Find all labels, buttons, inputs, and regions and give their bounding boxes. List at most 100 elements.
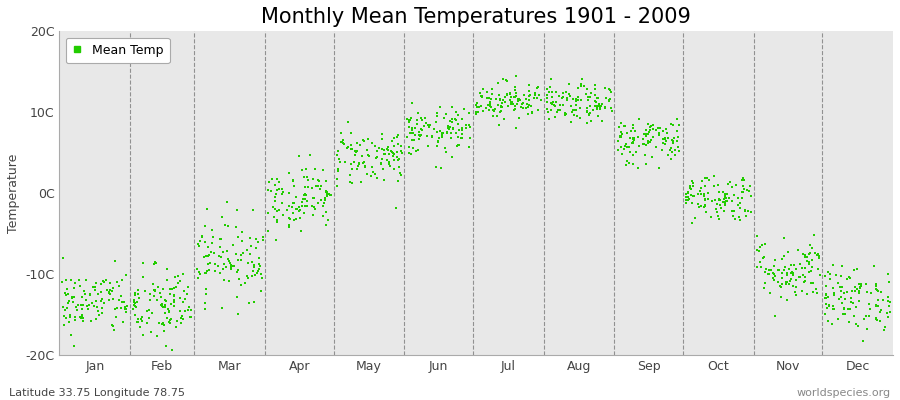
Point (584, 89, 598, 96)
Point (214, 304, 229, 311)
Point (68, 280, 82, 286)
Point (463, 135, 477, 142)
Point (798, 274, 813, 280)
Point (763, 267, 778, 273)
Point (552, 93, 566, 100)
Point (744, 193, 759, 199)
Point (743, 208, 758, 215)
Point (526, 95, 541, 102)
Point (614, 133, 628, 139)
Point (266, 204, 280, 210)
Point (649, 127, 663, 134)
Point (680, 190, 695, 196)
Point (809, 286, 824, 292)
Point (392, 164, 406, 170)
Point (238, 280, 252, 286)
Point (428, 164, 443, 170)
Point (773, 284, 788, 290)
Point (319, 188, 333, 195)
Point (415, 117, 429, 124)
Point (813, 272, 827, 278)
Point (145, 310, 159, 316)
Point (796, 251, 811, 258)
Point (837, 311, 851, 317)
Point (242, 300, 256, 306)
Point (645, 125, 660, 132)
Point (295, 199, 310, 206)
Point (167, 274, 182, 280)
Point (202, 267, 216, 273)
Point (118, 306, 132, 313)
Point (212, 244, 227, 250)
Point (449, 116, 464, 123)
Point (681, 189, 696, 195)
Point (821, 269, 835, 276)
Point (767, 277, 781, 284)
Point (387, 143, 401, 149)
Point (373, 145, 387, 152)
Point (697, 192, 711, 199)
Point (178, 308, 193, 314)
Point (199, 253, 213, 260)
Point (89, 280, 104, 286)
Point (87, 303, 102, 310)
Point (404, 150, 419, 157)
Point (302, 152, 317, 158)
Point (390, 204, 404, 211)
Point (433, 104, 447, 110)
Point (324, 192, 338, 198)
Point (364, 164, 379, 170)
Point (390, 148, 404, 155)
Point (551, 106, 565, 113)
Point (254, 288, 268, 294)
Point (106, 326, 121, 333)
Point (445, 154, 459, 160)
Point (310, 176, 325, 183)
Point (480, 94, 494, 101)
Point (356, 159, 371, 165)
Point (65, 295, 79, 302)
Point (206, 249, 220, 256)
Point (331, 166, 346, 173)
Point (679, 194, 693, 201)
Point (874, 288, 888, 295)
Point (223, 266, 238, 273)
Point (573, 81, 588, 87)
Point (248, 272, 262, 278)
Point (738, 207, 752, 214)
Point (666, 138, 680, 144)
Point (598, 104, 612, 110)
Point (270, 208, 284, 214)
Point (547, 102, 562, 108)
Point (192, 243, 206, 249)
Point (603, 87, 617, 93)
Point (636, 136, 651, 142)
Point (304, 184, 319, 191)
Point (721, 180, 735, 187)
Point (352, 160, 366, 167)
Point (615, 131, 629, 137)
Point (529, 85, 544, 91)
Point (812, 255, 826, 262)
Point (659, 137, 673, 144)
Point (269, 237, 284, 244)
Point (628, 149, 643, 156)
Point (638, 131, 652, 138)
Point (498, 94, 512, 100)
Point (441, 124, 455, 131)
Point (331, 168, 346, 174)
Point (504, 94, 518, 100)
Point (268, 194, 283, 200)
Point (73, 314, 87, 320)
Point (192, 268, 206, 275)
Point (298, 191, 312, 197)
Point (668, 146, 682, 153)
Point (565, 109, 580, 116)
Point (334, 130, 348, 136)
Point (256, 234, 270, 240)
Point (305, 203, 320, 209)
Point (403, 130, 418, 136)
Point (727, 208, 742, 214)
Point (805, 245, 819, 251)
Point (470, 100, 484, 106)
